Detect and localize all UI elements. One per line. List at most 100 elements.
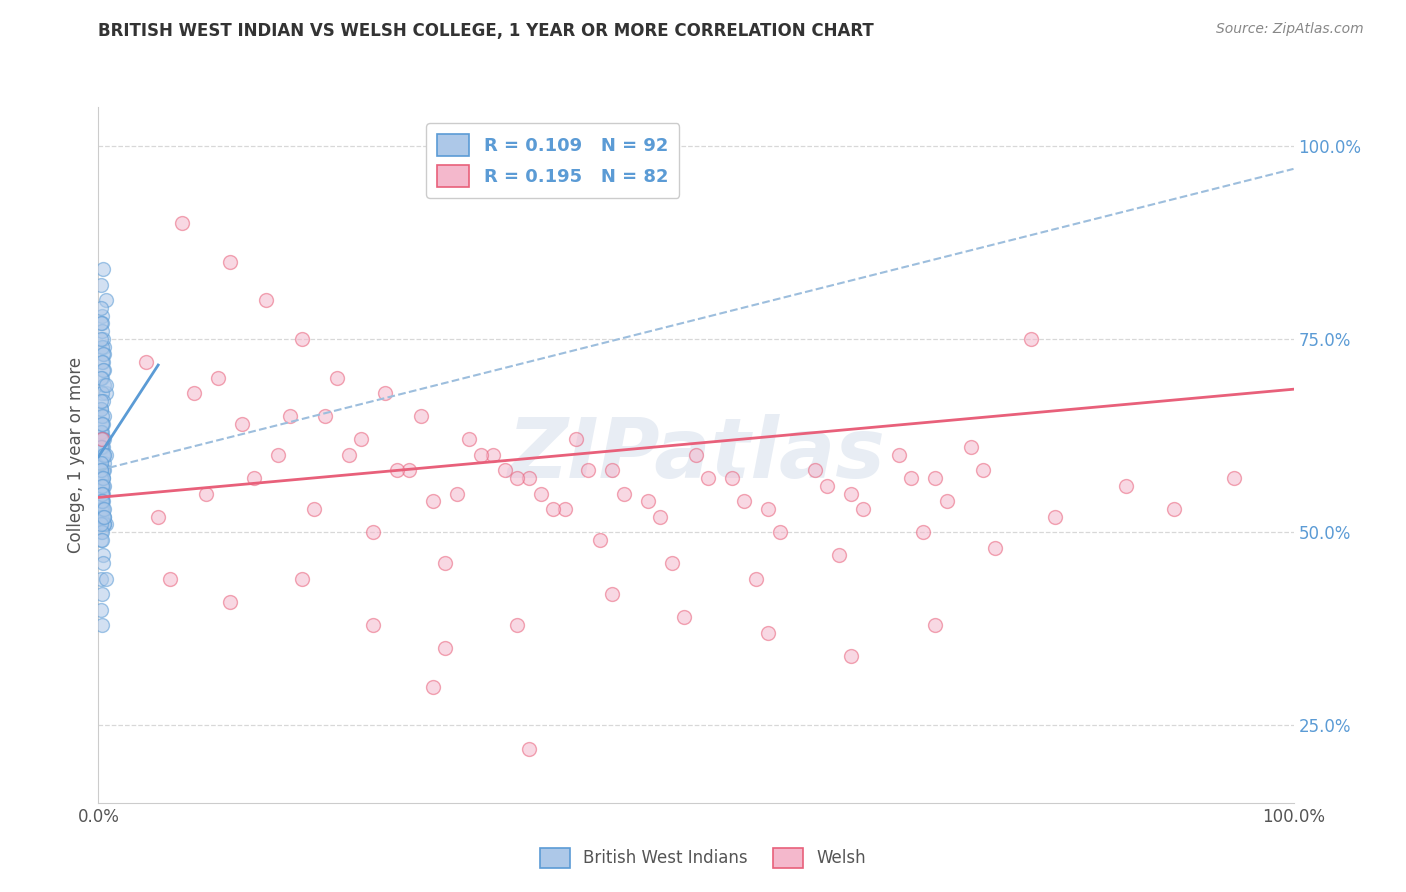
Point <box>91 355 114 369</box>
Point <box>91 332 114 346</box>
Point <box>91 494 114 508</box>
Legend: R = 0.109   N = 92, R = 0.195   N = 82: R = 0.109 N = 92, R = 0.195 N = 82 <box>426 123 679 198</box>
Point <box>600 587 623 601</box>
Point <box>661 556 683 570</box>
Point <box>91 425 114 439</box>
Point <box>924 471 946 485</box>
Point <box>481 448 505 462</box>
Point <box>90 502 112 516</box>
Point <box>637 494 659 508</box>
Point <box>385 463 409 477</box>
Point <box>90 533 112 547</box>
Point <box>91 486 114 500</box>
Point <box>93 502 115 516</box>
Point <box>363 525 385 540</box>
Point <box>458 433 481 447</box>
Point <box>433 641 456 656</box>
Point <box>90 332 112 346</box>
Point <box>194 486 217 500</box>
Point <box>94 386 117 401</box>
Point <box>90 471 112 485</box>
Point <box>91 471 114 485</box>
Point <box>94 517 117 532</box>
Point <box>91 533 114 547</box>
Point <box>91 347 114 361</box>
Point <box>93 509 115 524</box>
Point <box>91 471 114 485</box>
Point <box>90 494 112 508</box>
Point <box>91 340 114 354</box>
Point <box>541 502 564 516</box>
Point <box>267 448 290 462</box>
Point <box>685 448 707 462</box>
Point <box>278 409 301 424</box>
Point <box>91 618 114 632</box>
Point <box>91 363 114 377</box>
Point <box>91 494 114 508</box>
Point <box>90 425 112 439</box>
Point <box>91 417 114 431</box>
Point <box>1043 509 1066 524</box>
Point <box>576 463 599 477</box>
Point <box>517 741 540 756</box>
Point <box>91 525 114 540</box>
Point <box>93 433 115 447</box>
Point <box>959 440 981 454</box>
Point <box>1019 332 1042 346</box>
Point <box>93 509 115 524</box>
Point <box>91 549 114 563</box>
Point <box>90 401 112 416</box>
Point <box>363 618 385 632</box>
Point <box>90 393 112 408</box>
Point <box>828 549 851 563</box>
Point <box>91 486 114 500</box>
Point <box>839 486 862 500</box>
Point <box>350 433 373 447</box>
Point <box>93 378 115 392</box>
Point <box>433 556 456 570</box>
Point <box>90 525 112 540</box>
Point <box>91 417 114 431</box>
Point <box>90 317 112 331</box>
Point <box>446 486 468 500</box>
Point <box>94 378 117 392</box>
Point <box>91 502 114 516</box>
Point <box>756 502 779 516</box>
Point <box>94 572 117 586</box>
Point <box>183 386 205 401</box>
Point <box>93 448 115 462</box>
Point <box>697 471 720 485</box>
Point <box>290 332 312 346</box>
Point <box>889 448 911 462</box>
Point <box>589 533 612 547</box>
Point <box>91 448 114 462</box>
Point <box>135 355 157 369</box>
Point <box>613 486 636 500</box>
Legend: British West Indians, Welsh: British West Indians, Welsh <box>533 841 873 875</box>
Text: BRITISH WEST INDIAN VS WELSH COLLEGE, 1 YEAR OR MORE CORRELATION CHART: BRITISH WEST INDIAN VS WELSH COLLEGE, 1 … <box>98 22 875 40</box>
Point <box>93 409 115 424</box>
Point <box>839 648 862 663</box>
Point <box>91 486 114 500</box>
Point <box>935 494 957 508</box>
Point <box>172 216 194 230</box>
Point <box>422 680 444 694</box>
Point <box>91 409 114 424</box>
Point <box>91 309 114 323</box>
Point <box>91 494 114 508</box>
Point <box>93 363 115 377</box>
Point <box>93 517 115 532</box>
Point <box>93 340 115 354</box>
Point <box>91 587 114 601</box>
Point <box>93 479 115 493</box>
Point <box>91 479 114 493</box>
Point <box>90 463 112 477</box>
Point <box>90 370 112 384</box>
Point <box>90 401 112 416</box>
Point <box>290 572 312 586</box>
Point <box>90 509 112 524</box>
Point <box>756 625 779 640</box>
Point <box>91 370 114 384</box>
Point <box>1163 502 1185 516</box>
Point <box>815 479 838 493</box>
